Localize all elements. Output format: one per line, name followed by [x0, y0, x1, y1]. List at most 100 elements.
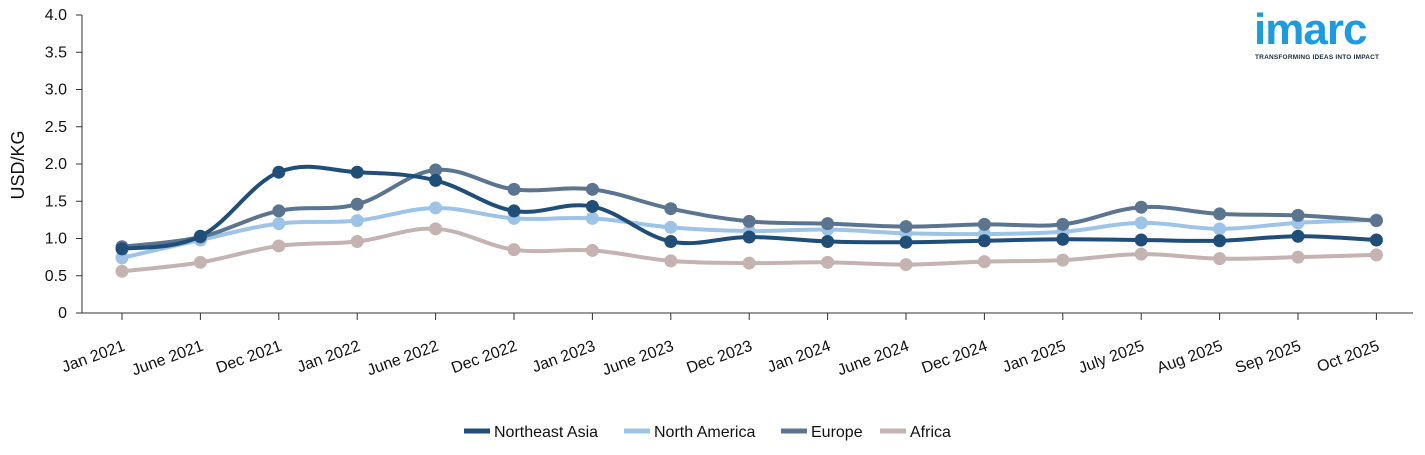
data-point [272, 204, 286, 218]
series-line [121, 164, 1377, 251]
logo-wordmark: imarc [1254, 5, 1367, 54]
y-tick-label: 2.0 [45, 156, 67, 173]
data-point [429, 222, 443, 236]
legend-label: Africa [910, 424, 951, 441]
series-africa [115, 222, 1383, 278]
data-point [429, 163, 443, 177]
data-point [1213, 222, 1227, 236]
data-point [1056, 232, 1070, 246]
logo-tagline: TRANSFORMING IDEAS INTO IMPACT [1255, 54, 1380, 61]
y-tick-label: 3.5 [45, 44, 67, 61]
legend-label: Europe [811, 424, 863, 441]
data-point [1134, 233, 1148, 247]
imarc-logo: imarc TRANSFORMING IDEAS INTO IMPACT [1254, 4, 1394, 66]
y-tick-label: 1.0 [45, 231, 67, 248]
data-point [664, 220, 678, 234]
x-tick-label: Dec 2023 [684, 338, 754, 377]
data-point [1213, 234, 1227, 248]
data-point [350, 214, 364, 228]
data-point [350, 165, 364, 179]
y-tick-label: 0.5 [45, 268, 67, 285]
legend-label: North America [654, 424, 755, 441]
x-axis-ticks: Jan 2021 June 2021 Dec 2021 Jan 2022 June 20… [60, 313, 1382, 379]
data-point [115, 251, 129, 265]
data-point [350, 234, 364, 248]
data-point [272, 239, 286, 253]
data-point [272, 165, 286, 179]
data-point [1291, 208, 1305, 222]
data-point [193, 255, 207, 269]
data-point [742, 230, 756, 244]
data-point [1369, 248, 1383, 262]
y-tick-label: 3.0 [45, 82, 67, 99]
data-point [272, 217, 286, 231]
data-point [1213, 252, 1227, 266]
data-point [1213, 207, 1227, 221]
data-point [1056, 217, 1070, 231]
x-tick-label: June 2023 [600, 338, 676, 380]
data-point [742, 256, 756, 270]
x-tick-label: June 2024 [835, 338, 911, 380]
legend: Northeast Asia North America Europe Africa [464, 424, 951, 441]
data-point [977, 217, 991, 231]
x-tick-label: Oct 2025 [1315, 338, 1382, 376]
x-tick-label: Jan 2023 [530, 338, 598, 377]
data-point [1291, 250, 1305, 264]
x-tick-label: Jan 2025 [1000, 338, 1068, 377]
data-point [585, 182, 599, 196]
y-tick-label: 1.5 [45, 193, 67, 210]
data-point [1134, 200, 1148, 214]
data-point [585, 243, 599, 257]
x-tick-label: Jan 2024 [765, 338, 833, 377]
data-point [742, 214, 756, 228]
y-axis-title: USD/KG [8, 130, 28, 199]
data-point [429, 173, 443, 187]
y-tick-label: 4.0 [45, 7, 67, 24]
x-tick-label: Dec 2021 [214, 338, 284, 377]
x-tick-label: Dec 2022 [449, 338, 519, 377]
y-axis-ticks: 0 0.5 1.0 1.5 2.0 2.5 3.0 3.5 4.0 [45, 7, 82, 322]
y-tick-label: 0 [58, 305, 67, 322]
data-point [1369, 214, 1383, 228]
x-tick-label: Sep 2025 [1233, 338, 1303, 377]
x-tick-label: Jan 2022 [295, 338, 363, 377]
data-point [899, 220, 913, 234]
legend-item: North America [624, 424, 755, 441]
data-point [977, 255, 991, 269]
data-point [1134, 247, 1148, 261]
data-point [350, 197, 364, 211]
data-point [507, 182, 521, 196]
legend-item: Europe [781, 424, 863, 441]
data-point [664, 202, 678, 216]
series-europe [115, 163, 1383, 254]
x-tick-label: June 2022 [365, 338, 441, 380]
data-point [977, 234, 991, 248]
data-point [821, 234, 835, 248]
legend-label: Northeast Asia [494, 424, 598, 441]
data-point [821, 255, 835, 269]
data-point [507, 204, 521, 218]
x-tick-label: Dec 2024 [920, 338, 990, 377]
data-point [429, 201, 443, 215]
x-tick-label: Jan 2021 [60, 338, 128, 377]
x-tick-label: Aug 2025 [1155, 338, 1225, 377]
data-point [115, 264, 129, 278]
x-tick-label: July 2025 [1076, 338, 1146, 377]
legend-item: Africa [880, 424, 951, 441]
data-point [1291, 229, 1305, 243]
data-point [899, 258, 913, 272]
series-northeast-asia [115, 164, 1383, 256]
x-tick-label: June 2021 [130, 338, 206, 380]
data-point [585, 199, 599, 213]
y-tick-label: 2.5 [45, 119, 67, 136]
series-lines [115, 163, 1383, 278]
data-point [899, 235, 913, 249]
data-point [1056, 253, 1070, 267]
data-point [1369, 233, 1383, 247]
legend-item: Northeast Asia [464, 424, 598, 441]
data-point [193, 229, 207, 243]
data-point [664, 234, 678, 248]
data-point [1134, 216, 1148, 230]
data-point [821, 217, 835, 231]
